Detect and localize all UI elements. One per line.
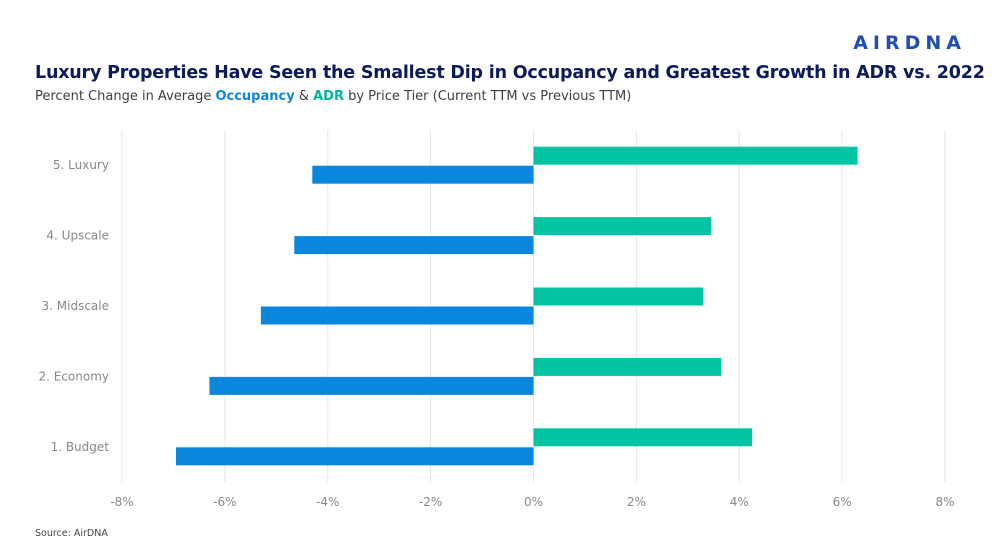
occupancy-bar-3 [209, 376, 534, 395]
subtitle-amp: & [294, 89, 314, 104]
occupancy-bar-0 [312, 165, 534, 184]
x-tick-label-7: 6% [833, 495, 852, 509]
category-label-3: 2. Economy [38, 369, 109, 383]
x-tick-label-3: -2% [419, 495, 442, 509]
x-tick-label-4: 0% [524, 495, 543, 509]
subtitle-occupancy: Occupancy [215, 89, 295, 104]
category-label-1: 4. Upscale [46, 229, 109, 243]
x-tick-label-5: 2% [627, 495, 646, 509]
occupancy-bar-2 [260, 306, 534, 325]
airdna-logo: AIRDNA [853, 32, 966, 54]
category-label-0: 5. Luxury [53, 158, 109, 172]
category-label-4: 1. Budget [51, 440, 110, 454]
adr-bar-3 [533, 357, 722, 376]
occupancy-bar-4 [176, 447, 534, 466]
subtitle-prefix: Percent Change in Average [35, 89, 216, 104]
x-tick-label-1: -6% [213, 495, 236, 509]
adr-bar-1 [533, 217, 711, 236]
adr-bar-4 [533, 428, 753, 447]
source-note: Source: AirDNA [35, 528, 108, 539]
subtitle-adr: ADR [313, 89, 344, 104]
x-tick-label-8: 8% [935, 495, 954, 509]
chart-subtitle: Percent Change in Average Occupancy & AD… [35, 89, 631, 104]
x-tick-label-0: -8% [110, 495, 133, 509]
adr-bar-2 [533, 287, 704, 306]
x-tick-label-6: 4% [730, 495, 749, 509]
occupancy-bar-1 [294, 236, 534, 255]
x-tick-label-2: -4% [316, 495, 339, 509]
adr-bar-0 [533, 146, 858, 165]
subtitle-suffix: by Price Tier (Current TTM vs Previous T… [343, 89, 632, 104]
chart-title: Luxury Properties Have Seen the Smallest… [35, 63, 985, 83]
category-label-2: 3. Midscale [42, 299, 110, 313]
